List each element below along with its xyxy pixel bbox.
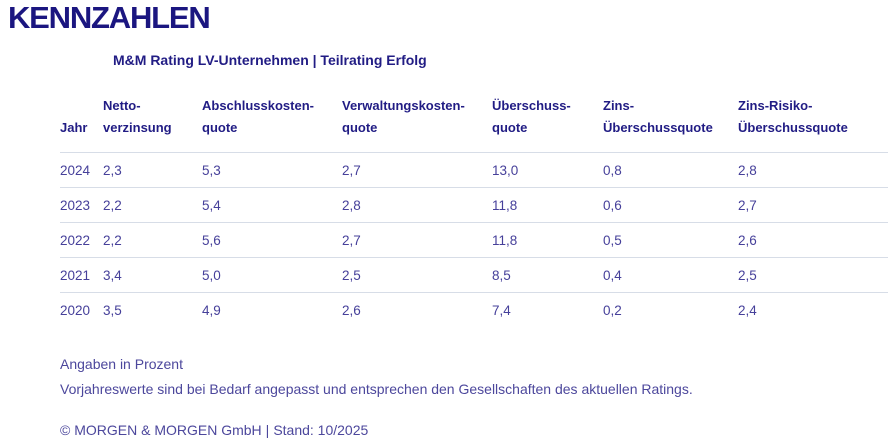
kpi-table-header: Jahr Netto-verzinsung Abschlusskosten-quot…	[60, 95, 888, 153]
value-cell: 5,4	[202, 187, 342, 223]
table-row: 2024 2,3 5,3 2,7 13,0 0,8 2,8	[60, 152, 888, 188]
value-cell: 2,6	[342, 302, 361, 318]
value-cell: 5,0	[202, 257, 342, 293]
value-cell: 2,2	[103, 222, 202, 258]
column-header: Netto-verzinsung	[103, 95, 202, 153]
value-cell: 2,7	[738, 187, 888, 223]
value-cell: 3,5	[103, 302, 122, 318]
stand-text: Stand: 10/2025	[273, 421, 369, 438]
value-cell: 7,4	[492, 302, 511, 318]
value-cell: 5,6	[202, 222, 342, 258]
value-cell: 0,2	[603, 302, 622, 318]
year-cell: 2022	[60, 222, 103, 258]
header-row: Jahr Netto-verzinsung Abschlusskosten-quot…	[60, 95, 888, 153]
copyright-line: © MORGEN & MORGEN GmbH | Stand: 10/2025	[60, 422, 895, 438]
value-cell: 2,3	[103, 152, 202, 188]
column-header: Zins- Überschussquote	[603, 95, 738, 153]
column-header: Zins-Risiko- Überschussquote	[738, 95, 888, 153]
copyright-text: © MORGEN & MORGEN GmbH	[60, 421, 262, 438]
table-row: 2021 3,4 5,0 2,5 8,5 0,4 2,5	[60, 257, 888, 293]
table-row: 2022 2,2 5,6 2,7 11,8 0,5 2,6	[60, 222, 888, 258]
column-header: Abschlusskosten-quote	[202, 95, 342, 153]
value-cell: 11,8	[492, 222, 603, 258]
value-cell: 8,5	[492, 257, 603, 293]
value-cell: 5,3	[202, 152, 342, 188]
page-title: KENNZAHLEN	[8, 0, 211, 35]
table-row: 2020 3,5 4,9 2,6 7,4 0,2 2,4	[60, 293, 888, 328]
value-cell: 0,5	[603, 222, 738, 258]
year-cell: 2021	[60, 257, 103, 293]
rating-subtitle: M&M Rating LV-Unternehmen | Teilrating E…	[113, 52, 427, 68]
kpi-table-body: 2024 2,3 5,3 2,7 13,0 0,8 2,8 2023 2,2 5,4 2,8 11,8…	[60, 152, 888, 328]
value-cell: 2,7	[342, 152, 492, 188]
value-cell: 13,0	[492, 152, 603, 188]
column-header: Verwaltungskosten-quote	[342, 95, 492, 153]
column-header: Jahr	[60, 95, 103, 153]
table-row: 2023 2,2 5,4 2,8 11,8 0,6 2,7	[60, 187, 888, 223]
value-cell: 2,2	[103, 187, 202, 223]
value-cell: 0,6	[603, 187, 738, 223]
footer-separator: |	[265, 421, 270, 438]
value-cell: 2,8	[738, 152, 888, 188]
column-header: Überschuss-quote	[492, 95, 603, 153]
value-cell: 11,8	[492, 187, 603, 223]
value-cell: 0,4	[603, 257, 738, 293]
value-cell: 3,4	[103, 257, 202, 293]
year-cell: 2024	[60, 152, 103, 188]
value-cell: 2,7	[342, 222, 492, 258]
value-cell: 2,8	[342, 187, 492, 223]
year-cell: 2020	[60, 302, 91, 318]
year-cell: 2023	[60, 187, 103, 223]
value-cell: 0,8	[603, 152, 738, 188]
unit-note: Angaben in Prozent	[60, 355, 183, 372]
adjustment-note: Vorjahreswerte sind bei Bedarf angepasst…	[60, 380, 693, 397]
value-cell: 2,6	[738, 222, 888, 258]
value-cell: 4,9	[202, 302, 221, 318]
value-cell: 2,5	[342, 257, 492, 293]
kpi-table: Jahr Netto-verzinsung Abschlusskosten-quot…	[60, 95, 888, 328]
value-cell: 2,4	[738, 302, 757, 318]
value-cell: 2,5	[738, 257, 888, 293]
